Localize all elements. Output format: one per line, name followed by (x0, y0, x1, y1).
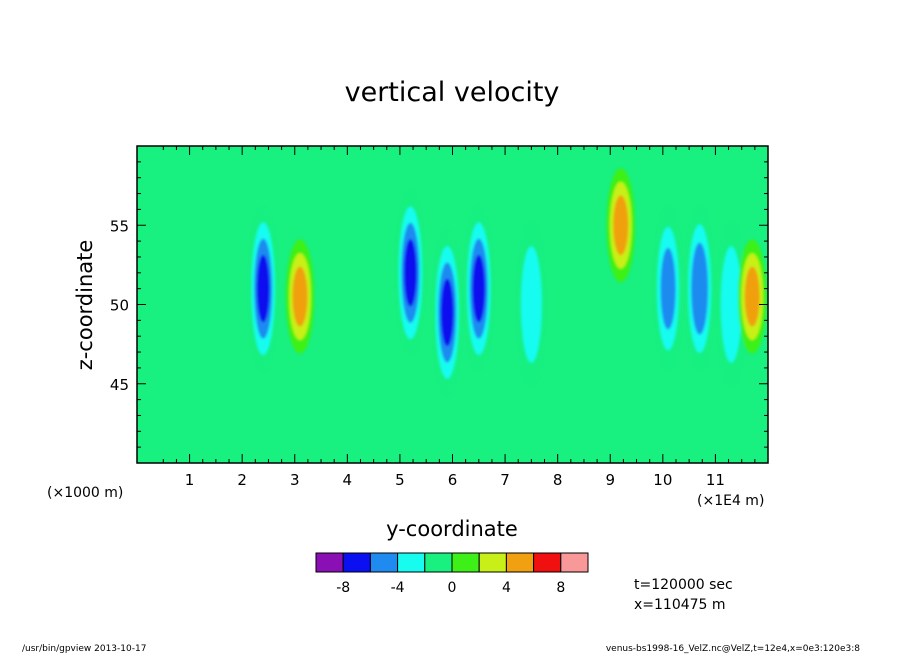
y-tick-label: 50 (110, 297, 129, 315)
x-scale-label: (×1000 m) (47, 485, 123, 501)
field-cell (613, 195, 629, 256)
colorbar-label: -4 (391, 580, 405, 596)
field-cell (440, 278, 454, 347)
x-tick-label: 1 (185, 471, 195, 489)
colorbar-swatch (369, 552, 399, 573)
colorbar-label: -8 (336, 580, 350, 596)
time-note: t=120000 sec (634, 577, 733, 593)
field-cell (521, 246, 542, 363)
field-cell (403, 238, 417, 307)
y-tick-label: 45 (110, 376, 129, 394)
colorbar-swatch (505, 552, 535, 573)
field-cell (720, 246, 742, 363)
field-cell (691, 242, 709, 335)
y-ticks: 45 50 55 (110, 161, 768, 448)
colorbar-swatch (315, 552, 344, 573)
x-tick-label: 7 (500, 471, 510, 489)
x-tick-label: 11 (706, 471, 725, 489)
x-tick-label: 5 (395, 471, 405, 489)
colorbar: -8 -4 0 4 8 (315, 552, 589, 596)
x-unit-label: (×1E4 m) (697, 493, 764, 509)
field-cell (744, 266, 760, 327)
x-tick-label: 3 (290, 471, 300, 489)
x-tick-label: 4 (343, 471, 353, 489)
colorbar-swatch (397, 552, 426, 573)
field-cell (292, 266, 308, 327)
colorbar-swatch (560, 552, 589, 573)
colorbar-swatch (451, 552, 480, 573)
field-cell (660, 247, 676, 330)
x-tick-label: 10 (653, 471, 672, 489)
chart-title: vertical velocity (345, 77, 560, 108)
y-tick-label: 55 (110, 217, 129, 235)
colorbar-swatch (478, 552, 507, 573)
colorbar-label: 4 (502, 580, 511, 596)
colorbar-swatch (533, 552, 562, 573)
y-axis-label: z-coordinate (73, 240, 97, 371)
colorbar-swatch (342, 552, 371, 573)
footer-right: venus-bs1998-16_VelZ.nc@VelZ,t=12e4,x=0e… (606, 644, 860, 654)
x-tick-label: 6 (448, 471, 458, 489)
x-tick-label: 2 (237, 471, 247, 489)
colorbar-label: 0 (448, 580, 457, 596)
field-cell (256, 254, 270, 323)
field-cell (472, 254, 486, 323)
colorbar-label: 8 (556, 580, 565, 596)
x-ticks: 1 2 3 4 5 6 7 8 9 10 11 (162, 146, 756, 489)
x-tick-label: 9 (605, 471, 615, 489)
position-note: x=110475 m (634, 597, 726, 613)
velocity-field (249, 168, 767, 395)
x-axis-label: y-coordinate (386, 517, 518, 541)
x-tick-label: 8 (553, 471, 563, 489)
colorbar-swatch (424, 552, 453, 573)
footer-left: /usr/bin/gpview 2013-10-17 (22, 644, 146, 654)
